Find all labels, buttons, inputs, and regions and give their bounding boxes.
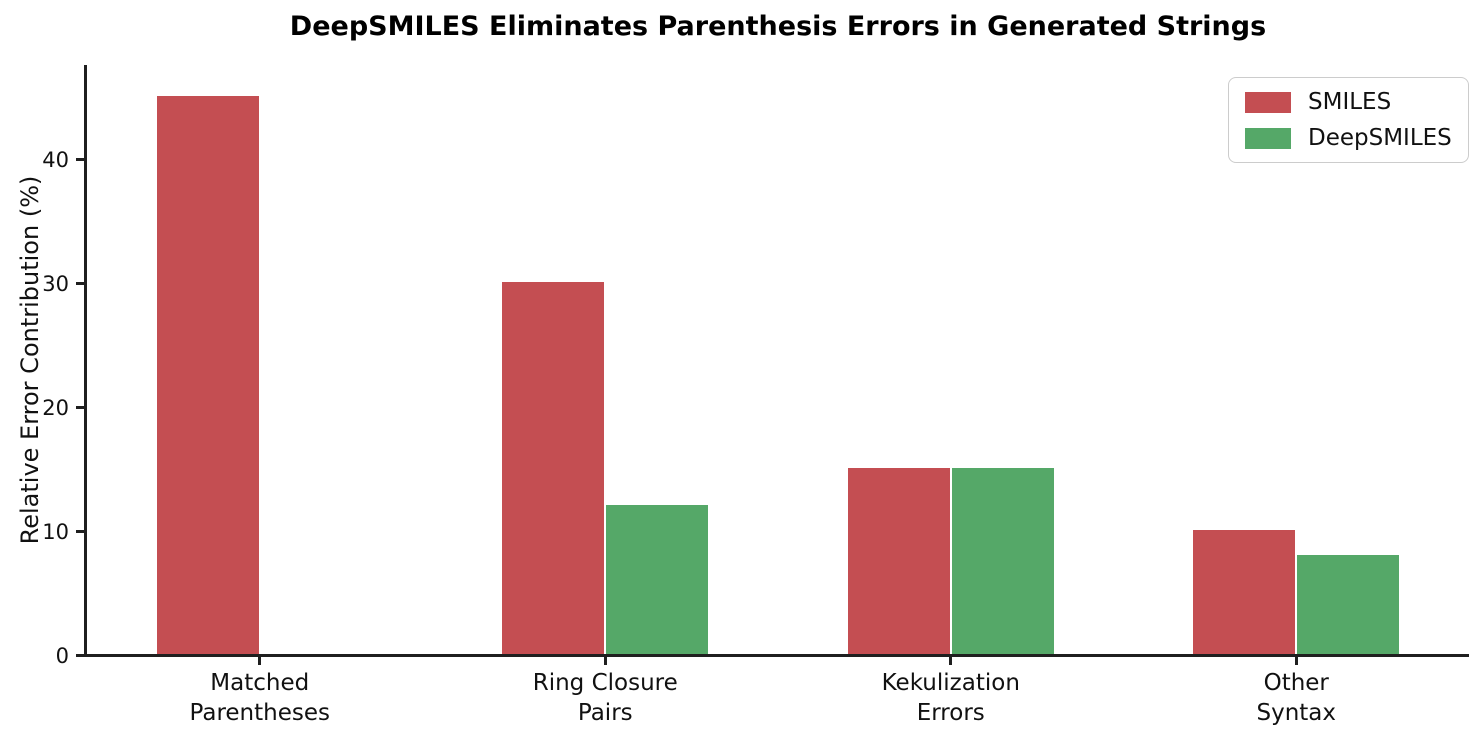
y-axis-spine <box>84 65 87 657</box>
x-tick-label: Ring Closure Pairs <box>532 670 678 726</box>
y-tick-mark <box>76 406 84 409</box>
deepsmiles-swatch-icon <box>1245 127 1291 149</box>
y-tick-label: 10 <box>42 519 69 544</box>
legend-label-deepsmiles: DeepSMILES <box>1308 125 1452 151</box>
legend-item-smiles: SMILES <box>1245 89 1452 115</box>
smiles-swatch-icon <box>1245 91 1291 113</box>
y-tick-mark <box>76 282 84 285</box>
bar-smiles-3 <box>1193 530 1296 654</box>
bar-deepsmiles-2 <box>951 468 1054 654</box>
bar-smiles-2 <box>847 468 950 654</box>
x-tick-mark <box>603 657 607 665</box>
bar-deepsmiles-1 <box>606 505 709 654</box>
x-tick-mark <box>949 657 953 665</box>
legend-label-smiles: SMILES <box>1308 89 1392 115</box>
x-axis-spine <box>84 654 1469 657</box>
legend: SMILES DeepSMILES <box>1228 77 1469 163</box>
legend-item-deepsmiles: DeepSMILES <box>1245 125 1452 151</box>
y-tick-mark <box>76 530 84 533</box>
bar-smiles-0 <box>156 96 259 654</box>
x-tick-label: Kekulization Errors <box>881 670 1020 726</box>
y-tick-mark <box>76 654 84 657</box>
y-tick-label: 0 <box>55 643 69 668</box>
x-tick-label: Matched Parentheses <box>189 670 330 726</box>
y-tick-mark <box>76 158 84 161</box>
chart-title: DeepSMILES Eliminates Parenthesis Errors… <box>289 11 1267 42</box>
x-tick-mark <box>258 657 262 665</box>
y-axis-label: Relative Error Contribution (%) <box>16 175 44 545</box>
y-tick-label: 20 <box>42 395 69 420</box>
x-tick-label: Other Syntax <box>1256 670 1337 726</box>
bar-deepsmiles-3 <box>1297 554 1400 654</box>
y-tick-label: 30 <box>42 271 69 296</box>
bar-smiles-1 <box>502 282 605 654</box>
x-tick-mark <box>1294 657 1298 665</box>
y-tick-label: 40 <box>42 147 69 172</box>
